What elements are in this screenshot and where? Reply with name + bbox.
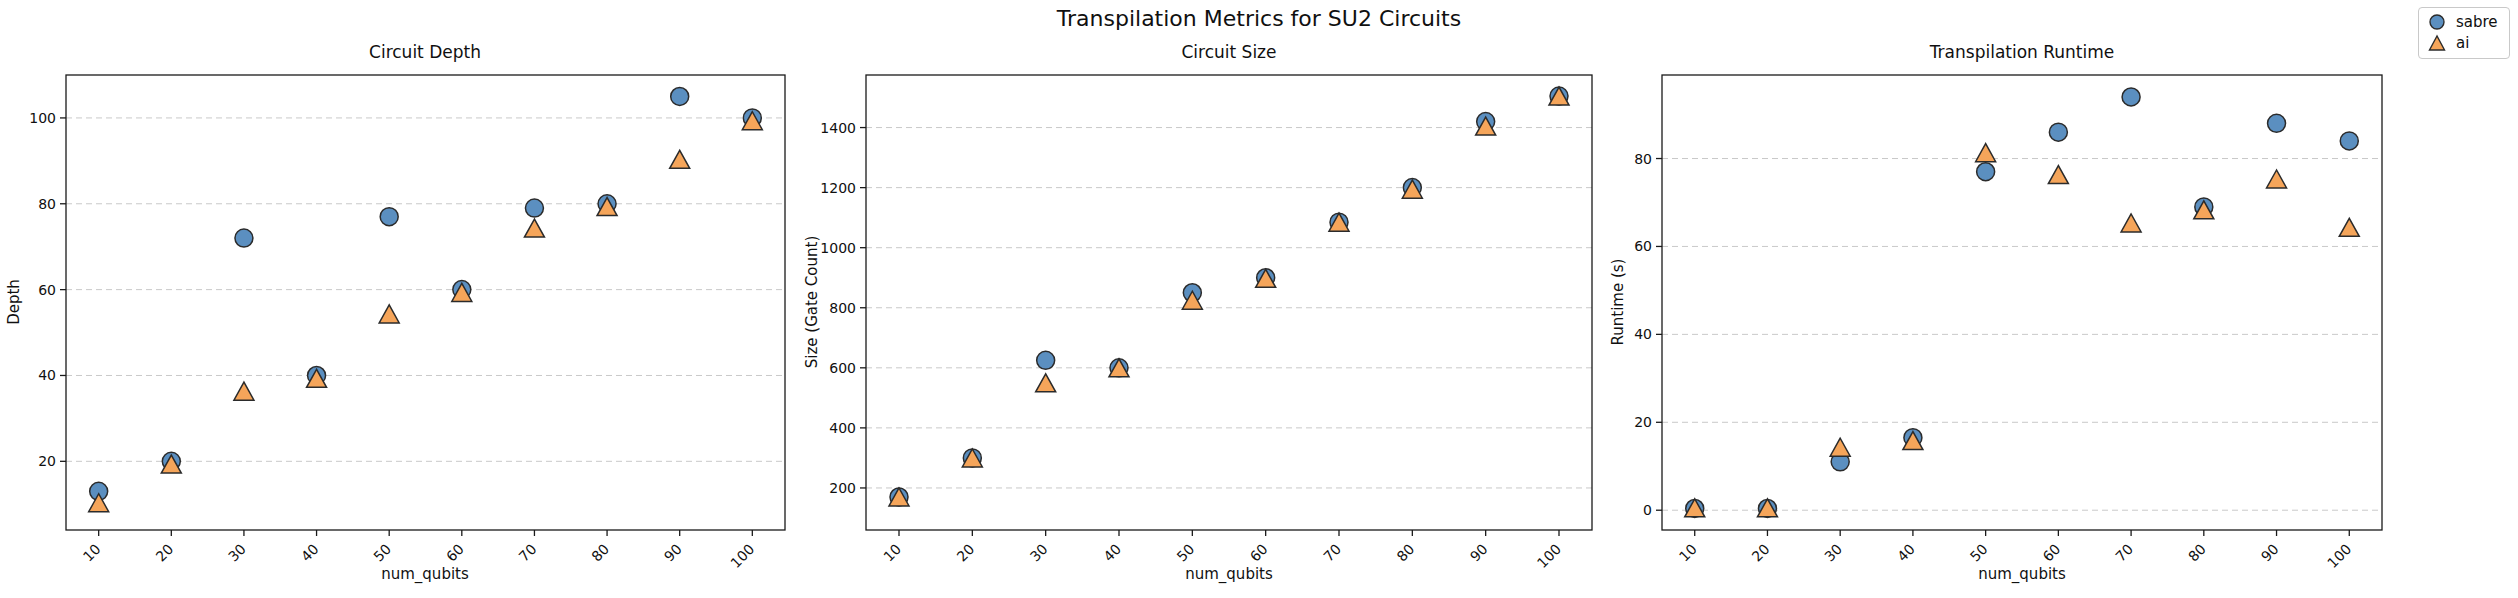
legend-label-ai: ai — [2456, 34, 2469, 52]
x-tick-label: 30 — [1821, 541, 1845, 565]
panel-title-circuit-size: Circuit Size — [1181, 42, 1276, 62]
x-tick-label: 90 — [661, 541, 685, 565]
x-tick-label: 80 — [588, 541, 612, 565]
point-ai — [2121, 214, 2141, 232]
point-ai — [1036, 374, 1056, 392]
y-tick-label: 400 — [829, 420, 856, 436]
y-tick-label: 40 — [1634, 326, 1652, 342]
x-tick-label: 10 — [80, 541, 104, 565]
x-tick-label: 50 — [1967, 541, 1991, 565]
ylabel-depth: Depth — [5, 279, 23, 325]
x-tick-label: 60 — [2040, 541, 2064, 565]
point-ai — [2048, 166, 2068, 184]
x-tick-label: 40 — [298, 541, 322, 565]
figure-canvas: 2040608010010203040506070809010020040060… — [0, 0, 2518, 598]
point-sabre — [671, 87, 689, 105]
point-ai — [1976, 144, 1996, 162]
legend: sabre ai — [2418, 7, 2510, 59]
point-ai — [379, 305, 399, 323]
legend-item-sabre: sabre — [2427, 13, 2498, 31]
x-tick-label: 20 — [954, 541, 978, 565]
point-ai — [234, 382, 254, 400]
xlabel-circuit-depth: num_qubits — [381, 565, 469, 583]
x-tick-label: 90 — [2258, 541, 2282, 565]
x-tick-label: 80 — [1394, 541, 1418, 565]
x-tick-label: 60 — [443, 541, 467, 565]
panel-title-transpilation-runtime: Transpilation Runtime — [1930, 42, 2115, 62]
y-tick-label: 80 — [1634, 151, 1652, 167]
x-tick-label: 30 — [1027, 541, 1051, 565]
point-sabre — [2268, 114, 2286, 132]
point-sabre — [2340, 132, 2358, 150]
point-sabre — [2049, 123, 2067, 141]
y-tick-label: 1000 — [820, 240, 856, 256]
point-ai — [1830, 438, 1850, 456]
x-tick-label: 70 — [2112, 541, 2136, 565]
y-tick-label: 80 — [38, 196, 56, 212]
xlabel-transpilation-runtime: num_qubits — [1978, 565, 2066, 583]
point-ai — [524, 219, 544, 237]
x-tick-label: 100 — [2324, 541, 2354, 571]
y-tick-label: 600 — [829, 360, 856, 376]
y-tick-label: 200 — [829, 480, 856, 496]
x-tick-label: 50 — [370, 541, 394, 565]
y-tick-label: 1200 — [820, 180, 856, 196]
sabre-circle-marker-icon — [2427, 13, 2447, 31]
y-tick-label: 100 — [29, 110, 56, 126]
y-tick-label: 0 — [1643, 502, 1652, 518]
axes-box — [1662, 75, 2382, 530]
point-sabre — [1037, 351, 1055, 369]
ylabel-runtime-s: Runtime (s) — [1609, 259, 1627, 346]
x-tick-label: 10 — [1676, 541, 1700, 565]
x-tick-label: 100 — [1534, 541, 1564, 571]
point-sabre — [235, 229, 253, 247]
legend-label-sabre: sabre — [2456, 13, 2498, 31]
x-tick-label: 90 — [1467, 541, 1491, 565]
x-tick-label: 70 — [516, 541, 540, 565]
plots-svg: 2040608010010203040506070809010020040060… — [0, 0, 2518, 598]
ai-triangle-marker-icon — [2427, 34, 2447, 52]
x-tick-label: 10 — [880, 541, 904, 565]
y-tick-label: 800 — [829, 300, 856, 316]
y-tick-label: 20 — [1634, 414, 1652, 430]
point-sabre — [380, 208, 398, 226]
x-tick-label: 50 — [1174, 541, 1198, 565]
y-tick-label: 60 — [38, 282, 56, 298]
x-tick-label: 30 — [225, 541, 249, 565]
point-sabre — [2122, 88, 2140, 106]
point-ai — [2339, 218, 2359, 236]
x-tick-label: 20 — [1749, 541, 1773, 565]
y-tick-label: 60 — [1634, 238, 1652, 254]
x-tick-label: 80 — [2185, 541, 2209, 565]
point-sabre — [1977, 163, 1995, 181]
x-tick-label: 60 — [1247, 541, 1271, 565]
figure-title: Transpilation Metrics for SU2 Circuits — [1057, 6, 1461, 31]
x-tick-label: 70 — [1320, 541, 1344, 565]
y-tick-label: 40 — [38, 367, 56, 383]
point-ai — [2267, 170, 2287, 188]
point-sabre — [525, 199, 543, 217]
legend-item-ai: ai — [2427, 34, 2498, 52]
xlabel-circuit-size: num_qubits — [1185, 565, 1273, 583]
y-tick-label: 1400 — [820, 120, 856, 136]
x-tick-label: 40 — [1100, 541, 1124, 565]
panel-title-circuit-depth: Circuit Depth — [369, 42, 481, 62]
x-tick-label: 100 — [727, 541, 757, 571]
y-tick-label: 20 — [38, 453, 56, 469]
ylabel-size-gate-count: Size (Gate Count) — [803, 236, 821, 369]
x-tick-label: 40 — [1894, 541, 1918, 565]
x-tick-label: 20 — [153, 541, 177, 565]
point-ai — [670, 150, 690, 168]
